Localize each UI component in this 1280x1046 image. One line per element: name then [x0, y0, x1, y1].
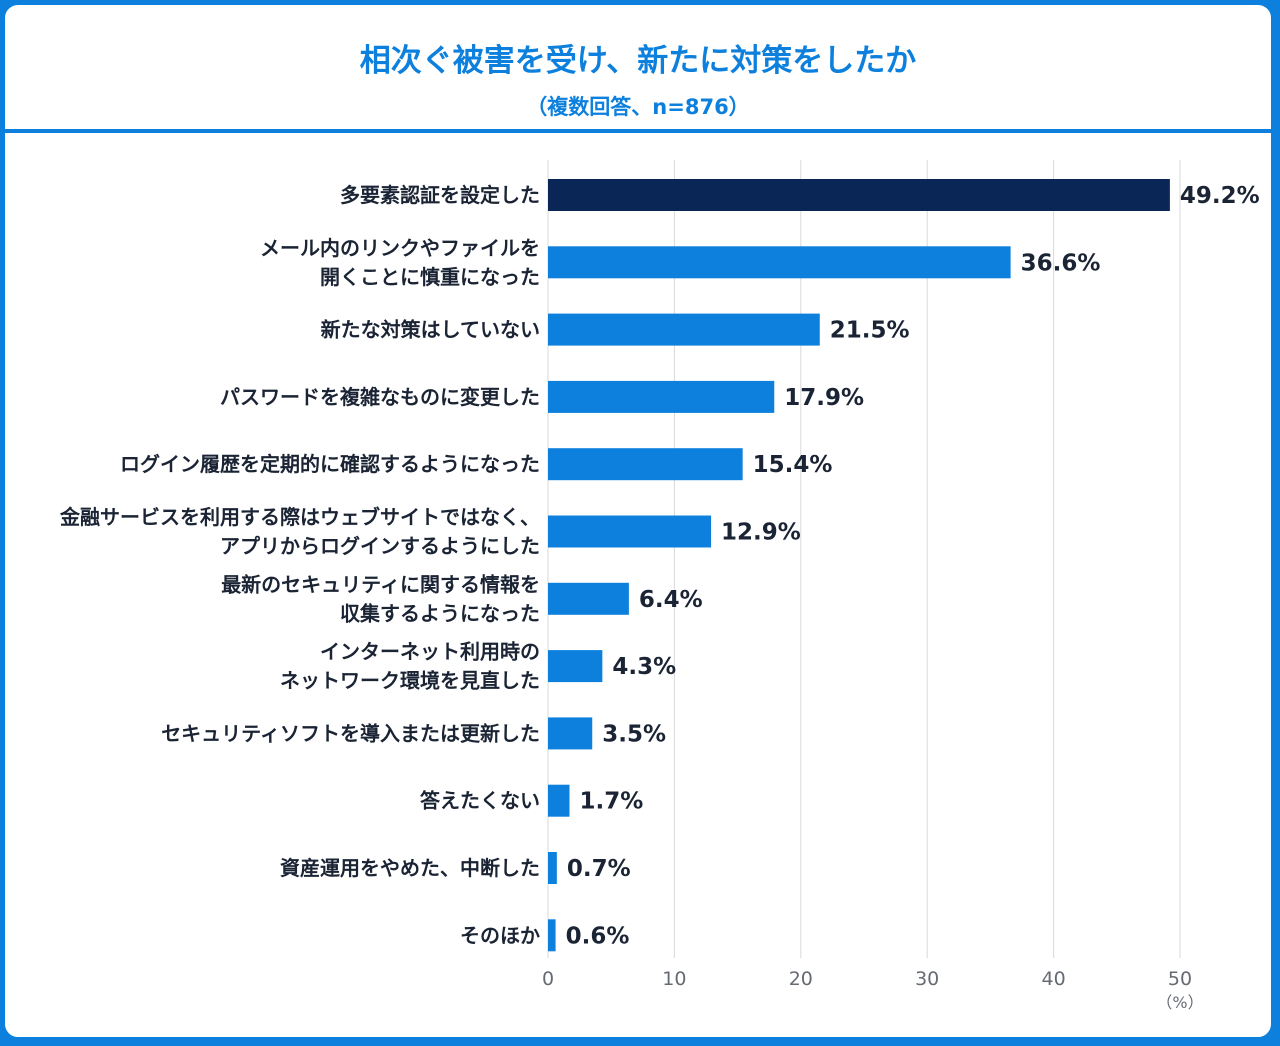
value-label: 49.2% — [1180, 183, 1260, 209]
value-label: 21.5% — [830, 318, 910, 344]
value-label: 6.4% — [639, 587, 703, 613]
category-label: ログイン履歴を定期的に確認するようになった — [120, 452, 540, 476]
category-label: メール内のリンクやファイルを — [260, 236, 540, 260]
bar — [548, 852, 557, 884]
value-label: 36.6% — [1021, 250, 1101, 276]
category-label: インターネット利用時の — [320, 640, 540, 664]
value-label: 12.9% — [721, 520, 801, 546]
category-label: アプリからログインするようにした — [220, 534, 540, 558]
bar — [548, 380, 775, 413]
category-label: パスワードを複雑なものに変更した — [220, 385, 540, 409]
category-label: そのほか — [460, 923, 540, 947]
x-tick-label: 10 — [662, 968, 686, 990]
bar — [548, 515, 712, 548]
bar — [548, 717, 593, 750]
category-label: セキュリティソフトを導入または更新した — [161, 721, 540, 745]
x-tick-label: 50 — [1168, 968, 1192, 990]
bar — [548, 650, 603, 683]
value-label: 4.3% — [612, 654, 676, 680]
category-label: 最新のセキュリティに関する情報を — [221, 572, 540, 596]
bar — [548, 582, 629, 615]
x-tick-label: 0 — [542, 968, 554, 990]
category-label: ネットワーク環境を見直した — [280, 669, 540, 693]
category-label: 答えたくない — [420, 789, 540, 813]
value-label: 1.7% — [579, 789, 643, 815]
category-label: 多要素認証を設定した — [340, 183, 540, 207]
x-tick-label: 30 — [915, 968, 939, 990]
value-label: 15.4% — [753, 452, 833, 478]
category-label: 資産運用をやめた、中断した — [280, 856, 540, 880]
x-tick-label: 20 — [789, 968, 813, 990]
chart-subtitle: （複数回答、n=876） — [526, 95, 750, 119]
x-axis-unit: （%） — [1156, 993, 1203, 1012]
bar — [548, 784, 570, 817]
category-label: 新たな対策はしていない — [321, 318, 540, 342]
bar — [548, 179, 1170, 211]
value-label: 0.6% — [566, 923, 630, 949]
bar — [548, 448, 743, 481]
chart-header: 相次ぐ被害を受け、新たに対策をしたか （複数回答、n=876） — [5, 5, 1271, 133]
chart-title: 相次ぐ被害を受け、新たに対策をしたか — [359, 43, 917, 79]
bar — [548, 246, 1011, 279]
category-label: 開くことに慎重になった — [320, 265, 540, 289]
bar — [548, 313, 820, 346]
x-tick-label: 40 — [1042, 968, 1066, 990]
category-label: 収集するようになった — [340, 601, 540, 625]
bar — [548, 919, 556, 952]
value-label: 17.9% — [784, 385, 864, 411]
value-label: 3.5% — [602, 721, 666, 747]
category-label: 金融サービスを利用する際はウェブサイトではなく、 — [59, 505, 540, 529]
value-label: 0.7% — [567, 856, 631, 882]
